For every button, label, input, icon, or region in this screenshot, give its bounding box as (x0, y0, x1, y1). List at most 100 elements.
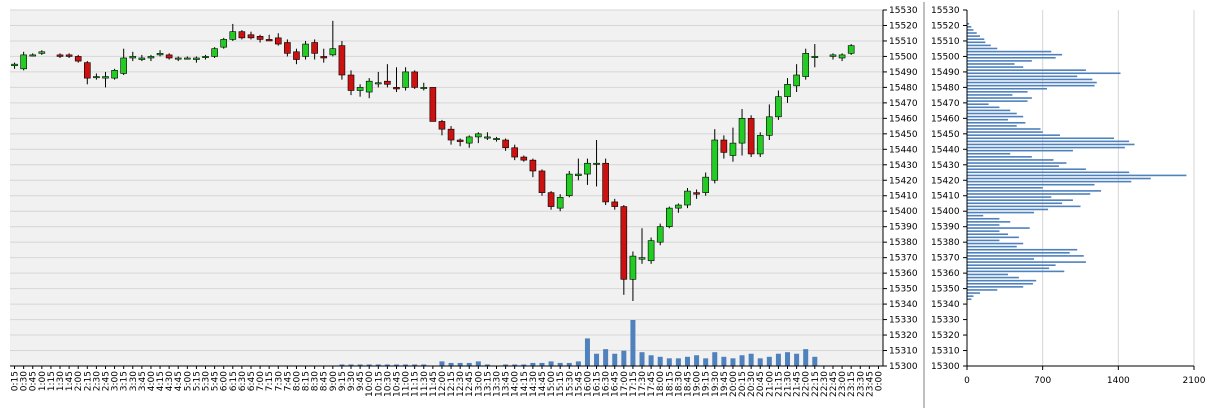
profile-bars (967, 22, 1187, 301)
profile-bar (967, 131, 1043, 133)
profile-bar (967, 199, 1073, 201)
volume-bar (612, 353, 618, 366)
x-tick-label: 2:00 (74, 371, 84, 391)
candle-body (184, 57, 191, 60)
candle-body (711, 139, 719, 181)
profile-bar (967, 29, 974, 31)
profile-bar (967, 128, 1041, 130)
x-tick-label: 23:30 (856, 371, 866, 397)
x-tick-label: 16:30 (602, 371, 612, 397)
candle-body (556, 196, 564, 209)
candle-body (320, 56, 328, 59)
x-tick-label: 4:15 (156, 371, 166, 391)
profile-y-tick-label: 15490 (931, 68, 960, 78)
profile-bar (967, 75, 1078, 78)
candle-body (220, 39, 228, 48)
x-tick-label: 8:30 (311, 371, 321, 391)
volume-bar (466, 362, 472, 366)
x-tick-label: 20:30 (747, 371, 757, 397)
y-tick-label: 15520 (889, 21, 918, 31)
x-tick-label: 14:15 (520, 371, 530, 397)
profile-y-tick-label: 15350 (931, 285, 960, 295)
candle-body (147, 56, 155, 59)
candle-body (484, 136, 491, 139)
candle-body (502, 139, 509, 149)
profile-bar (967, 50, 1052, 53)
candle-body (647, 240, 655, 262)
profile-bar (967, 26, 972, 28)
candle-body (74, 56, 82, 62)
volume-bar (757, 358, 763, 366)
x-tick-label: 9:30 (347, 371, 357, 391)
volume-bar (639, 352, 645, 366)
profile-bar (967, 106, 1000, 109)
volume-bar (412, 364, 418, 366)
profile-bar (967, 279, 1037, 282)
volume-bar (684, 356, 690, 366)
volume-bar (530, 362, 536, 366)
profile-bar (967, 159, 1054, 161)
x-tick-label: 7:45 (283, 371, 293, 391)
profile-y-tick-label: 15430 (931, 161, 960, 171)
x-tick-label: 14:00 (511, 371, 521, 397)
candle-body (111, 70, 118, 79)
volume-bar (775, 353, 781, 366)
candle-body (465, 136, 473, 144)
candle-body (29, 54, 37, 57)
profile-y-tick-label: 15380 (931, 238, 960, 248)
profile-bar (967, 187, 1043, 189)
profile-bar (967, 143, 1135, 146)
candle-body (384, 80, 391, 85)
candle-body (38, 51, 46, 54)
profile-bar (967, 78, 1093, 81)
y-tick-label: 15480 (889, 83, 918, 93)
profile-bar (967, 140, 1130, 143)
x-tick-label: 13:15 (483, 371, 493, 397)
profile-bar (967, 84, 1095, 87)
x-tick-label: 1:00 (38, 371, 48, 391)
x-tick-label: 15:00 (547, 371, 557, 397)
x-tick-label: 21:15 (774, 371, 784, 397)
profile-y-tick-label: 15320 (931, 331, 960, 341)
x-tick-label: 12:00 (438, 371, 448, 397)
volume-bar (794, 353, 800, 366)
candle-body (766, 116, 773, 136)
volume-bar (730, 358, 736, 366)
volume-bar (403, 364, 409, 366)
candle-body (829, 54, 837, 57)
x-tick-label: 21:45 (793, 371, 803, 397)
profile-bar (967, 196, 1052, 198)
volume-bar (548, 361, 554, 366)
profile-bar (967, 177, 1151, 180)
main-plot-area (10, 10, 883, 366)
profile-bar (967, 202, 1063, 205)
volume-bar (675, 358, 681, 366)
profile-bar (967, 38, 985, 41)
x-tick-label: 10:15 (374, 371, 384, 397)
y-tick-label: 15440 (889, 145, 918, 155)
candle-body (393, 87, 400, 90)
profile-bar (967, 156, 1032, 158)
x-tick-label: 17:30 (638, 371, 648, 397)
x-tick-label: 12:15 (447, 371, 457, 397)
profile-bar (967, 174, 1187, 177)
profile-bar (967, 258, 1035, 260)
y-tick-label: 15400 (889, 207, 918, 217)
profile-bar (967, 134, 1060, 136)
volume-bar (803, 349, 809, 366)
y-tick-label: 15330 (889, 316, 918, 326)
x-tick-label: 8:15 (302, 371, 312, 391)
volume-bar (448, 362, 454, 366)
volume-bar (512, 364, 518, 366)
volume-bar (557, 362, 563, 366)
candle-body (529, 159, 537, 172)
x-tick-label: 23:15 (847, 371, 857, 397)
x-tick-label: 16:00 (583, 371, 593, 397)
x-tick-label: 4:00 (147, 371, 157, 391)
candle-body (347, 74, 355, 91)
volume-bar (703, 358, 709, 366)
x-tick-label: 14:30 (529, 371, 539, 397)
candle-body (665, 207, 673, 227)
profile-bar (967, 242, 1024, 245)
candle-body (402, 71, 409, 88)
